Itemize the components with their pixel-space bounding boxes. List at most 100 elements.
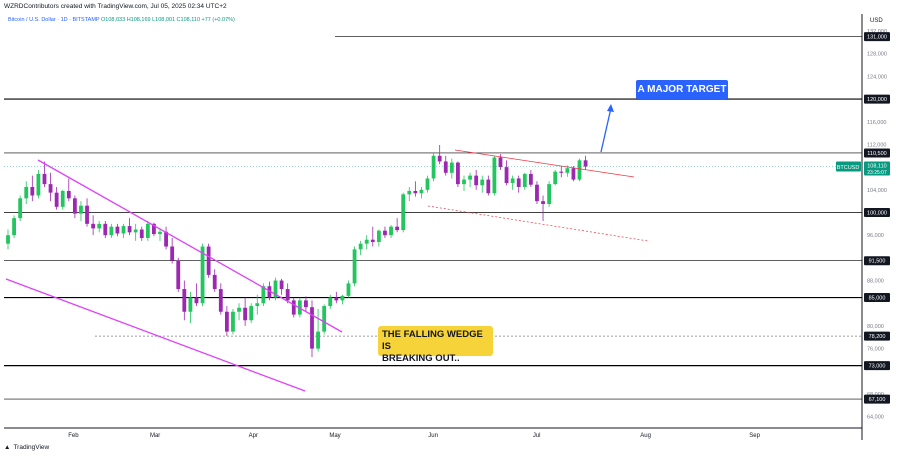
level-price-tag <box>864 148 890 158</box>
candle-body <box>395 226 400 231</box>
level-price-tag <box>864 256 890 266</box>
level-price-tag <box>864 394 890 404</box>
y-tick-label: 132,000 <box>867 29 887 35</box>
x-tick-label: Feb <box>68 433 79 439</box>
candle-body <box>127 226 132 233</box>
y-tick-label: 88,000 <box>867 279 884 285</box>
tradingview-brand: TradingView <box>13 444 50 451</box>
candle-body <box>194 297 199 304</box>
candle-body <box>376 230 381 242</box>
candle-body <box>328 297 333 307</box>
last-price-tag <box>864 161 890 176</box>
candle-body <box>413 190 418 194</box>
candle-body <box>528 173 533 185</box>
candle-body <box>261 286 266 304</box>
candle-body <box>559 171 564 173</box>
candle-body <box>91 223 96 229</box>
level-price-tag <box>864 293 890 303</box>
level-price-label: 131,000 <box>867 35 887 41</box>
candle-body <box>224 311 229 332</box>
candle-body <box>158 231 162 235</box>
candle-body <box>176 260 181 290</box>
wedge-upper-line <box>37 159 343 333</box>
candle-body <box>358 243 363 250</box>
candle-body <box>97 223 102 229</box>
candle-body <box>474 175 479 186</box>
candle-body <box>273 280 278 298</box>
candle-body <box>243 307 248 321</box>
candle-body <box>304 300 308 308</box>
level-price-tag <box>864 207 890 217</box>
level-price-tag <box>864 32 890 42</box>
candle-body <box>249 306 254 321</box>
candle-body <box>109 226 114 236</box>
level-price-tag <box>864 331 890 341</box>
candle-body <box>206 246 211 275</box>
x-tick-label: Sep <box>749 433 760 439</box>
candle-body <box>492 157 497 194</box>
candle-body <box>577 160 582 180</box>
candle-body <box>182 289 187 312</box>
candle-body <box>103 223 108 236</box>
candle-body <box>12 218 16 236</box>
candle-body <box>170 246 175 261</box>
candle-body <box>30 186 35 196</box>
target-arrow-line <box>600 107 612 153</box>
candle-body <box>541 201 545 204</box>
candle-body <box>291 300 296 315</box>
candle-body <box>456 162 460 185</box>
candle-body <box>468 175 472 180</box>
y-tick-label: 128,000 <box>867 52 887 58</box>
candle-body <box>145 223 150 239</box>
candle-body <box>279 280 284 290</box>
candle-body <box>267 286 272 298</box>
wedge-annotation-line2: BREAKING OUT.. <box>382 353 460 364</box>
candle-body <box>42 173 47 185</box>
candle-body <box>462 179 466 185</box>
currency-label: USD <box>870 18 883 24</box>
y-tick-label: 112,000 <box>867 142 886 148</box>
level-price-label: 91,500 <box>869 259 886 265</box>
candle-body <box>285 289 290 301</box>
tradingview-logo-icon: ▲ <box>4 444 11 451</box>
x-tick-label: Jun <box>428 433 438 439</box>
y-tick-label: 64,000 <box>867 415 884 421</box>
candle-body <box>553 171 558 185</box>
symbol-tag <box>836 161 861 172</box>
symbol-name: Bitcoin / U.S. Dollar · 1D · BITSTAMP <box>8 17 100 23</box>
level-price-tag <box>864 94 890 104</box>
candle-body <box>516 178 521 187</box>
candle-body <box>115 226 120 234</box>
candle-body <box>218 289 223 312</box>
candle-body <box>370 239 375 242</box>
pattern-lower-line <box>427 205 649 242</box>
candle-body <box>419 189 424 194</box>
ohlc-values: O108,033 H108,169 L108,001 C108,110 +77 … <box>101 17 235 23</box>
candle-body <box>522 173 527 187</box>
tradingview-footer: ▲ TradingView <box>4 444 49 451</box>
candle-body <box>85 205 89 224</box>
candle-body <box>48 184 53 193</box>
candle-body <box>510 178 515 184</box>
y-tick-label: 124,000 <box>867 74 887 80</box>
candle-body <box>66 190 71 199</box>
wedge-annotation-line1: THE FALLING WEDGE IS <box>382 329 483 352</box>
candle-body <box>6 235 10 244</box>
candle-body <box>255 303 260 307</box>
y-tick-label: 80,000 <box>867 324 884 330</box>
candle-body <box>316 331 320 349</box>
level-price-label: 67,100 <box>869 397 886 403</box>
candle-body <box>431 155 436 179</box>
level-price-label: 73,000 <box>869 364 886 370</box>
candle-body <box>486 179 491 194</box>
x-tick-label: May <box>329 433 340 439</box>
candle-body <box>237 307 241 312</box>
candle-body <box>54 192 59 207</box>
target-arrow-head <box>607 104 614 112</box>
x-tick-label: Jul <box>533 433 541 439</box>
level-price-label: 78,200 <box>869 334 886 340</box>
candle-body <box>352 249 357 284</box>
level-price-tag <box>864 361 890 371</box>
candle-body <box>437 155 442 162</box>
